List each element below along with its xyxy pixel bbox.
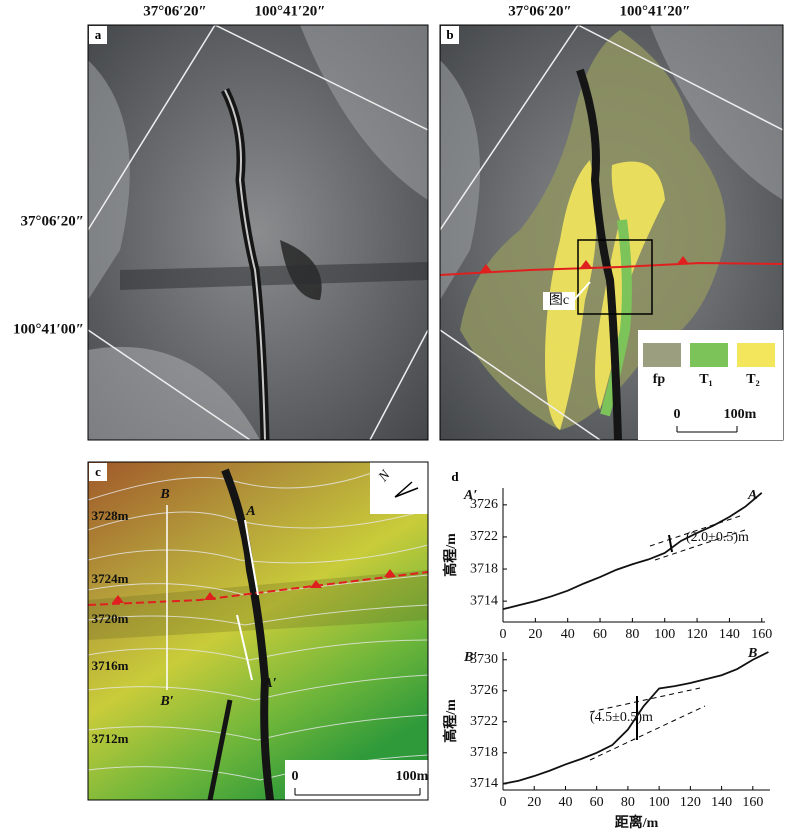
profile-end-label: B′ (463, 650, 477, 665)
coord-label: 100°41′00″ (13, 321, 84, 337)
y-tick-label: 3722 (470, 529, 498, 544)
scale-label: 100m (396, 769, 429, 784)
label-box (89, 463, 107, 481)
x-tick-label: 160 (751, 627, 772, 642)
x-tick-label: 20 (528, 627, 542, 642)
y-axis-label: 高程/m (442, 533, 459, 577)
y-tick-label: 3718 (470, 561, 498, 576)
coord-label: 100°41′20″ (619, 3, 690, 19)
label-box (89, 26, 107, 44)
scale-label: 100m (724, 407, 757, 422)
x-tick-label: 20 (527, 795, 541, 810)
legend-label: fp (653, 372, 666, 387)
y-tick-label: 3714 (470, 776, 498, 791)
coord-label: 100°41′20″ (254, 3, 325, 19)
projection-line (589, 687, 701, 713)
panel-label: c (95, 464, 101, 479)
callout: 图c (549, 293, 569, 308)
projection-line (589, 705, 706, 761)
y-tick-label: 3726 (470, 497, 498, 512)
y-tick-label: 3718 (470, 745, 498, 760)
y-axis-label: 高程/m (442, 699, 459, 743)
label-box (441, 26, 459, 44)
panel-label: b (446, 27, 453, 42)
satellite-image (88, 25, 428, 440)
profile-label: A (245, 504, 255, 519)
profile-label: B (159, 487, 169, 502)
legend-items: fp T₁ T₂ (643, 343, 775, 387)
x-tick-label: 60 (593, 627, 607, 642)
profile-end-label: A′ (463, 488, 477, 503)
panel-label: a (95, 27, 102, 42)
profile-end-label: A (747, 488, 757, 503)
profile-label: B′ (159, 694, 173, 709)
panel-frame (87, 461, 429, 801)
contour-label: 3716m (92, 658, 129, 673)
projection-line (654, 529, 746, 561)
callout-box (543, 292, 575, 310)
profile-line (502, 492, 763, 611)
x-tick-label: 100 (654, 627, 675, 642)
scale-label: 0 (292, 769, 299, 784)
legend-swatch (643, 343, 681, 367)
x-tick-label: 120 (680, 795, 701, 810)
offset-arrow (668, 534, 673, 553)
scale-label: 0 (674, 407, 681, 422)
coord-label: 37°06′20″ (20, 213, 84, 229)
x-tick-label: 140 (711, 795, 732, 810)
contour-label: 3712m (92, 731, 129, 746)
contour-label: 3724m (92, 571, 129, 586)
y-tick-label: 3722 (470, 714, 498, 729)
coord-label: 37°06′20″ (143, 3, 207, 19)
legend-swatch (690, 343, 728, 367)
x-tick-label: 100 (649, 795, 670, 810)
panel-label: d (451, 469, 459, 484)
profile-end-label: B (747, 646, 757, 661)
projection-line (649, 515, 741, 547)
x-tick-label: 120 (687, 627, 708, 642)
x-tick-label: 80 (625, 627, 639, 642)
x-tick-label: 60 (590, 795, 604, 810)
offset-label: (2.0±0.5)m (686, 530, 749, 545)
panel-frame (87, 24, 429, 441)
coord-label: 37°06′20″ (508, 3, 572, 19)
panel-frame (439, 24, 784, 441)
north-arrow (394, 481, 419, 498)
legend-label: T₁ (699, 372, 713, 387)
x-tick-label: 140 (719, 627, 740, 642)
x-tick-label: 0 (500, 627, 507, 642)
dem-image (88, 462, 428, 800)
contour-label: 3720m (92, 611, 129, 626)
profile-label: A′ (262, 676, 276, 691)
legend-label: T₂ (746, 372, 760, 387)
legend-swatch (737, 343, 775, 367)
x-axis-label: 距离/m (615, 814, 659, 831)
contour-label: 3728m (92, 508, 129, 523)
x-tick-label: 40 (561, 627, 575, 642)
x-tick-label: 160 (742, 795, 763, 810)
x-tick-label: 40 (558, 795, 572, 810)
y-tick-label: 3714 (470, 593, 498, 608)
y-tick-label: 3730 (470, 652, 498, 667)
x-tick-label: 80 (621, 795, 635, 810)
profile-charts: 3714 3718 3722 3726 0 20 40 60 80 100 120 140 160 (2.… (442, 488, 772, 831)
offset-label: (4.5±0.5)m (590, 710, 653, 725)
profile-line (502, 651, 769, 785)
y-tick-label: 3726 (470, 683, 498, 698)
x-tick-label: 0 (500, 795, 507, 810)
